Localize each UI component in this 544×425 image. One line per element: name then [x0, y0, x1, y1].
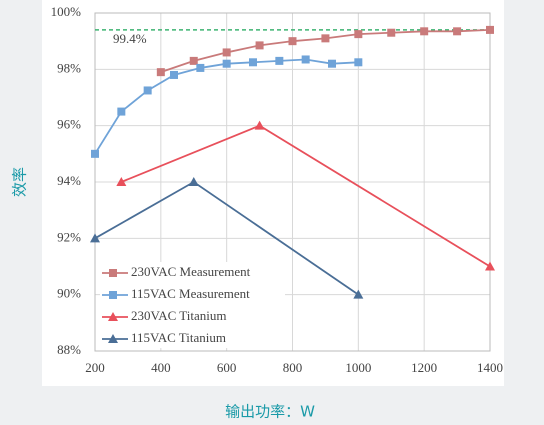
point — [354, 58, 363, 67]
point — [188, 177, 199, 186]
point — [353, 289, 364, 299]
x-tick-label: 400 — [151, 360, 171, 375]
point — [453, 27, 462, 36]
x-tick-label: 1000 — [345, 360, 371, 375]
point — [486, 25, 494, 34]
x-tick-label: 200 — [85, 360, 105, 375]
legend-marker — [108, 312, 118, 321]
point — [275, 56, 284, 65]
point — [254, 120, 265, 130]
legend-label: 115VAC Titanium — [131, 330, 226, 345]
plot-border — [94, 12, 491, 352]
point — [249, 58, 257, 67]
y-tick-label: 94% — [57, 173, 81, 188]
y-tick-label: 96% — [57, 117, 81, 132]
legend-marker — [108, 334, 118, 343]
x-axis-label: 输出功率：W — [225, 403, 315, 421]
point — [301, 55, 310, 64]
reference-label: 99.4% — [113, 31, 147, 46]
point — [354, 30, 363, 39]
legend-marker — [109, 269, 117, 277]
point — [288, 37, 297, 46]
y-tick-label: 88% — [57, 342, 81, 357]
point — [321, 34, 330, 43]
legend-marker — [109, 291, 117, 299]
y-tick-label: 92% — [57, 229, 81, 244]
point — [143, 86, 152, 95]
legend-label: 115VAC Measurement — [131, 286, 250, 301]
point — [196, 63, 205, 72]
x-tick-label: 1200 — [411, 360, 437, 375]
point — [116, 177, 127, 186]
y-tick-label: 90% — [57, 286, 81, 301]
y-axis-label: 效率 — [11, 167, 29, 197]
point — [189, 56, 198, 65]
point — [156, 68, 165, 77]
point — [91, 149, 99, 158]
point — [255, 41, 264, 50]
y-tick-label: 98% — [57, 60, 81, 75]
point — [170, 70, 178, 79]
legend-label: 230VAC Measurement — [131, 264, 251, 279]
point — [328, 59, 336, 68]
point — [117, 107, 126, 116]
x-tick-label: 1400 — [477, 360, 503, 375]
point — [222, 59, 231, 68]
point — [222, 48, 231, 57]
y-tick-label: 100% — [51, 4, 82, 19]
point — [387, 28, 396, 37]
point — [90, 233, 100, 243]
x-tick-label: 600 — [217, 360, 237, 375]
point — [485, 261, 495, 271]
legend-box — [100, 262, 285, 348]
legend-label: 230VAC Titanium — [131, 308, 227, 323]
point — [420, 27, 429, 36]
x-tick-label: 800 — [283, 360, 303, 375]
